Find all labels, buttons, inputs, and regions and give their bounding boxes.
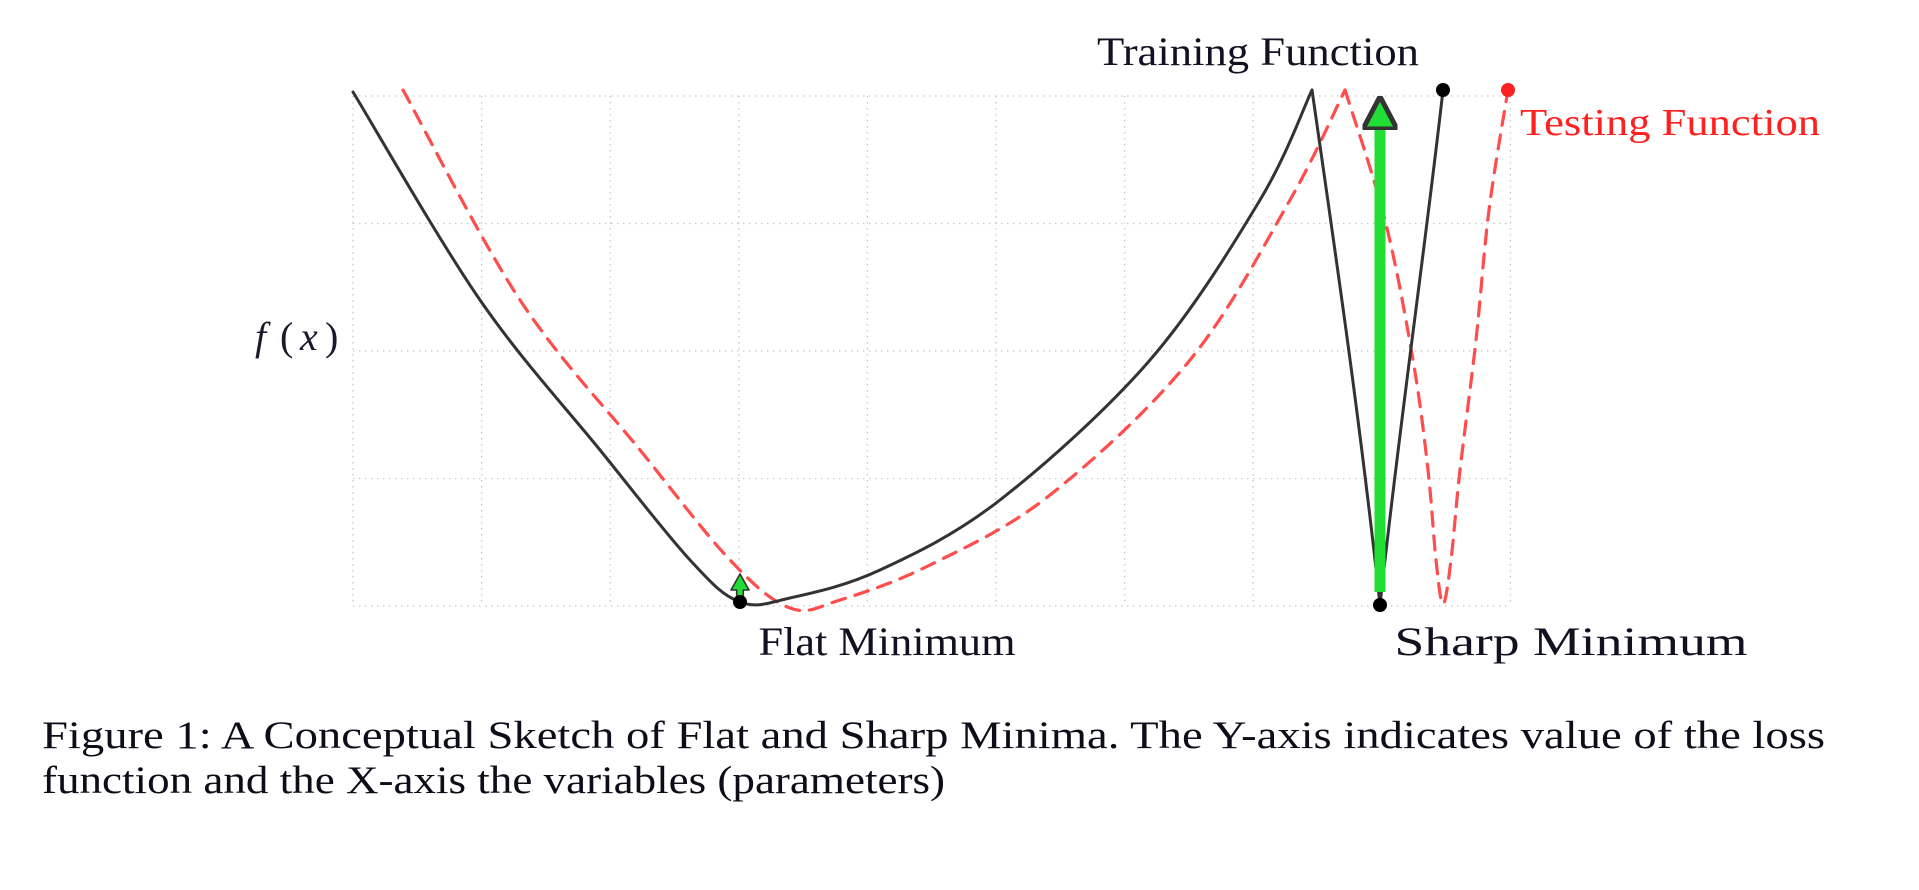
svg-text:Testing Function: Testing Function [1520,102,1820,144]
svg-text:x: x [299,314,318,359]
svg-text:function and the X-axis the va: function and the X-axis the variables (p… [42,759,945,802]
svg-text:Figure 1: A Conceptual Sketch: Figure 1: A Conceptual Sketch of Flat an… [42,714,1825,757]
svg-text:): ) [325,314,338,359]
svg-text:Sharp Minimum: Sharp Minimum [1395,619,1748,664]
svg-text:Training Function: Training Function [1097,29,1419,74]
svg-text:(: ( [280,314,293,359]
svg-text:f: f [255,314,271,359]
svg-text:Flat Minimum: Flat Minimum [759,619,1016,664]
